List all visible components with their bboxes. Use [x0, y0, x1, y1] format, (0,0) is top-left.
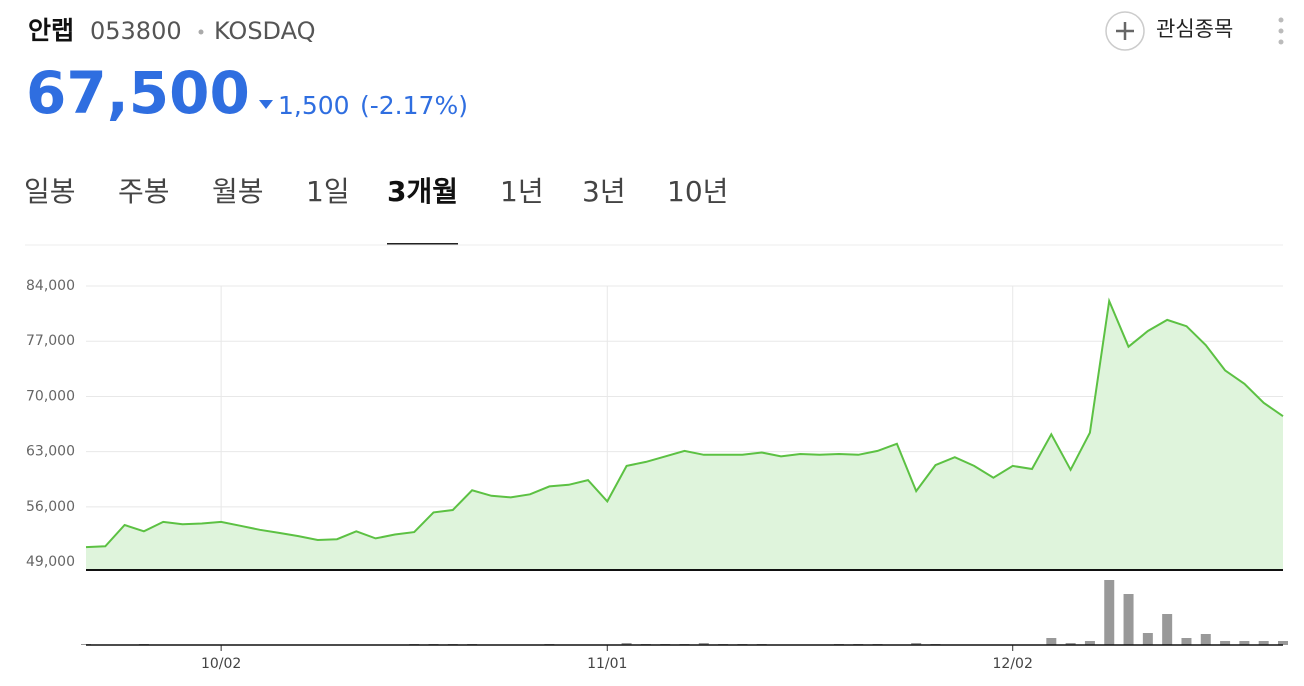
watch-label: 관심종목	[1156, 17, 1233, 41]
period-tab[interactable]: 일봉	[24, 175, 76, 208]
volume-bar	[1258, 641, 1269, 645]
volume-bar	[1104, 580, 1115, 645]
period-tabs: 일봉 주봉 월봉 1일 3개월 1년 3년 10년	[24, 175, 728, 245]
price-line	[85, 297, 1284, 549]
x-tick-label: 12/02	[993, 656, 1033, 672]
volume-bar	[698, 643, 709, 645]
stock-name: 안랩	[28, 16, 74, 45]
volume-bar	[621, 643, 632, 645]
current-price: 67,500	[26, 59, 250, 127]
y-tick-label: 77,000	[26, 333, 75, 349]
price-area	[86, 301, 1283, 570]
volume-bar	[1084, 641, 1095, 645]
volume-bar	[1278, 641, 1288, 645]
period-tab[interactable]: 10년	[667, 175, 728, 208]
menu-dot	[1278, 39, 1284, 45]
volume-bar	[1220, 641, 1231, 645]
separator-dot	[198, 29, 204, 35]
volume-bar	[1162, 614, 1173, 645]
watch-button[interactable]: 관심종목	[1105, 11, 1233, 51]
y-tick-label: 56,000	[26, 499, 75, 515]
price-change: 1,500	[278, 91, 350, 120]
period-tab[interactable]: 3년	[582, 175, 626, 208]
volume-bar	[1181, 638, 1192, 645]
volume-bar	[911, 643, 922, 645]
x-tick-label: 11/01	[587, 656, 627, 672]
y-tick-label: 63,000	[26, 444, 75, 460]
volume-bar	[1123, 594, 1134, 645]
period-tab[interactable]: 월봉	[212, 175, 264, 208]
x-tick-label: 10/02	[201, 656, 241, 672]
volume-bar	[1200, 634, 1211, 645]
plus-icon	[1116, 22, 1134, 40]
y-tick-label: 70,000	[26, 388, 75, 404]
volume-bar	[1046, 638, 1057, 645]
volume-bar	[1239, 641, 1250, 645]
stock-code: 053800	[90, 17, 182, 45]
period-tab[interactable]: 1일	[306, 175, 350, 208]
price-chart: 49,000 56,000 63,000 70,000 77,000 84,000 10/0…	[26, 278, 1288, 672]
more-menu[interactable]	[1278, 17, 1284, 45]
volume-bar	[1065, 643, 1076, 645]
period-tab[interactable]: 3개월	[387, 175, 458, 208]
down-arrow	[259, 100, 273, 109]
volume-bar	[1142, 633, 1153, 645]
period-tab[interactable]: 주봉	[118, 175, 170, 208]
market-name: KOSDAQ	[214, 17, 316, 45]
price-change-pct: (-2.17%)	[360, 91, 468, 120]
y-tick-label: 49,000	[26, 554, 75, 570]
menu-dot	[1278, 17, 1284, 23]
period-tab[interactable]: 1년	[500, 175, 544, 208]
menu-dot	[1278, 28, 1284, 34]
y-tick-label: 84,000	[26, 278, 75, 294]
